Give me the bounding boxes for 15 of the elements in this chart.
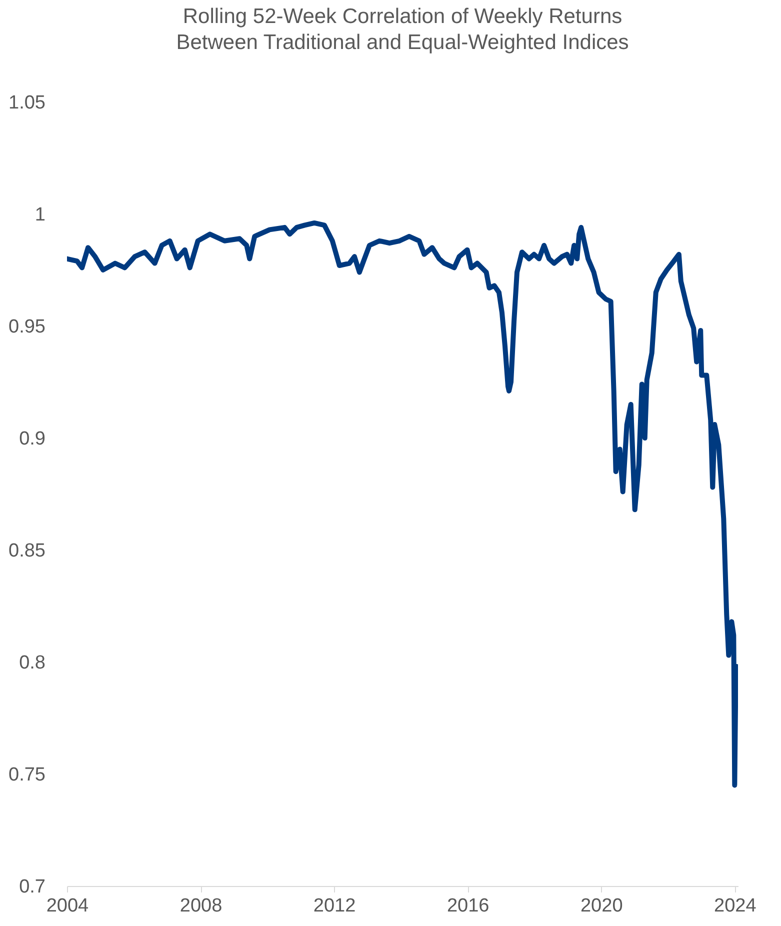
y-tick-label: 0.7 bbox=[19, 876, 46, 898]
x-tick-label: 2020 bbox=[580, 896, 623, 916]
y-tick-label: 1.05 bbox=[8, 92, 46, 114]
y-tick-label: 0.8 bbox=[19, 652, 46, 674]
y-tick-label: 0.75 bbox=[8, 764, 46, 786]
y-tick-label: 0.9 bbox=[19, 428, 46, 450]
x-tick-label: 2008 bbox=[180, 896, 222, 916]
x-tick-label: 2012 bbox=[313, 896, 356, 916]
x-tick-label: 2004 bbox=[46, 896, 90, 916]
y-tick-label: 0.95 bbox=[8, 316, 46, 338]
y-tick-label: 0.85 bbox=[8, 540, 46, 562]
x-tick-label: 2024 bbox=[714, 896, 757, 916]
chart-title: Rolling 52-Week Correlation of Weekly Returns Between Traditional and Equal-Weighted Indices bbox=[176, 5, 629, 54]
x-tick-label: 2016 bbox=[446, 896, 490, 916]
y-tick-label: 1 bbox=[34, 204, 46, 226]
